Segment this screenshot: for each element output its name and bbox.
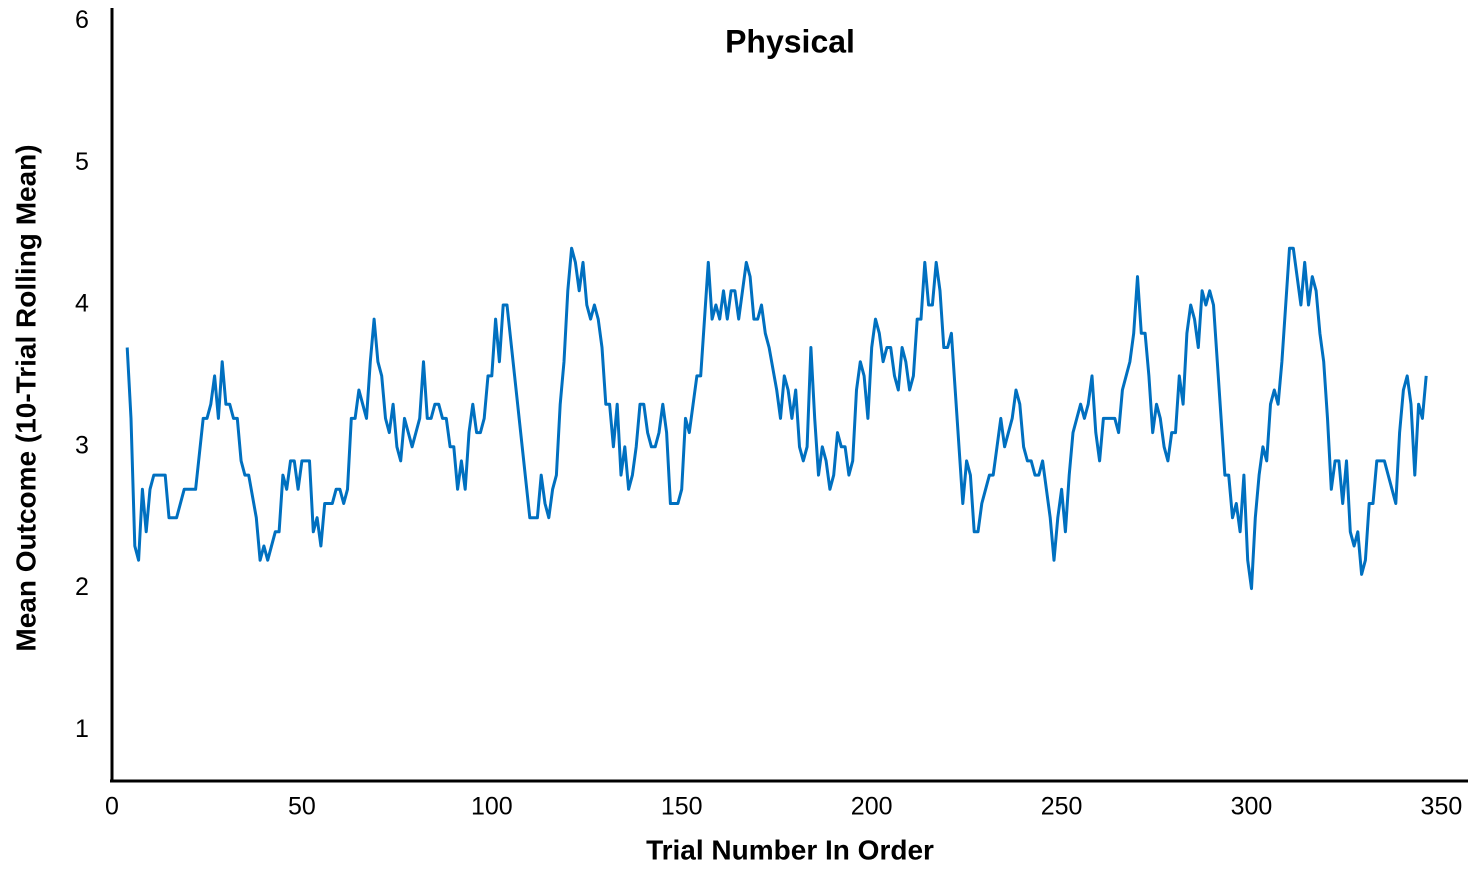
x-tick-label: 50 xyxy=(288,793,316,821)
y-tick-label: 4 xyxy=(75,290,89,318)
x-tick-label: 250 xyxy=(1041,793,1083,821)
x-axis-title: Trial Number In Order xyxy=(646,834,934,865)
data-line xyxy=(125,246,1428,591)
y-axis-title: Mean Outcome (10-Trial Rolling Mean) xyxy=(10,144,41,651)
y-tick-label: 2 xyxy=(75,573,89,601)
x-tick-label: 200 xyxy=(851,793,893,821)
chart-title: Physical xyxy=(725,23,855,59)
y-tick-label: 3 xyxy=(75,431,89,459)
x-tick-label: 300 xyxy=(1231,793,1273,821)
x-tick-label: 100 xyxy=(471,793,513,821)
y-tick-label: 6 xyxy=(75,6,89,34)
y-tick-label: 5 xyxy=(75,148,89,176)
x-tick-label: 350 xyxy=(1421,793,1463,821)
x-tick-label: 150 xyxy=(661,793,703,821)
y-tick-label: 1 xyxy=(75,715,89,743)
x-tick-label: 0 xyxy=(105,793,119,821)
